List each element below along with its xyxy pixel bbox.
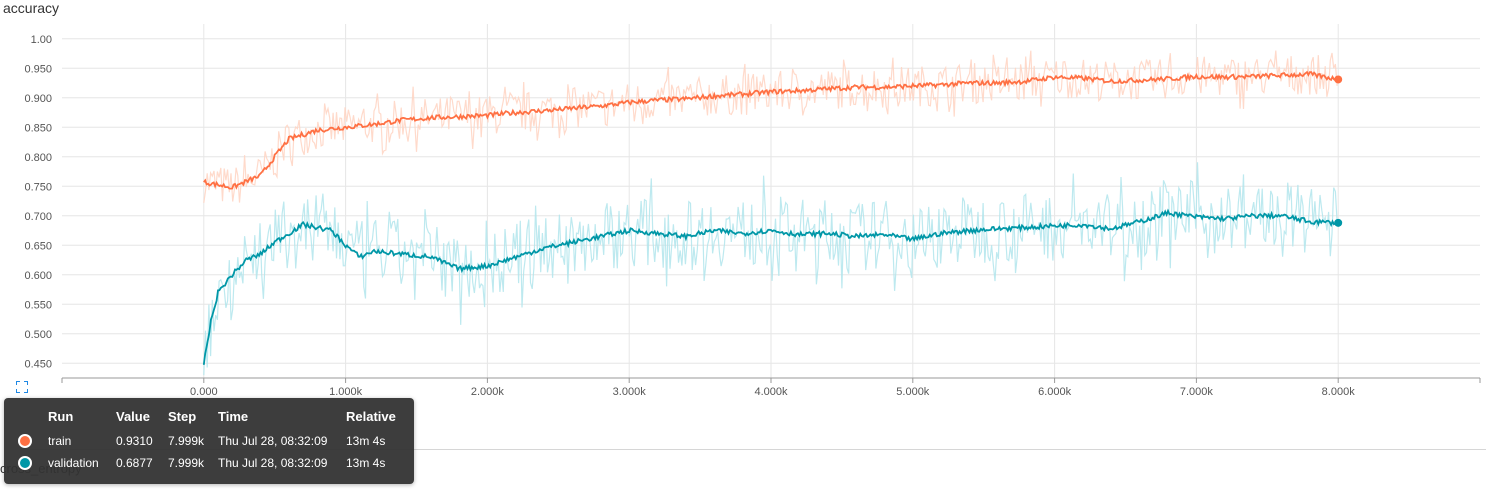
tooltip-row-validation: validation 0.6877 7.999k Thu Jul 28, 08:…: [14, 452, 406, 474]
y-tick-label: 0.900: [24, 93, 52, 105]
tooltip-swatch: [14, 430, 48, 452]
tooltip-header-swatch: [14, 408, 48, 430]
y-tick-label: 0.650: [24, 240, 52, 252]
x-tick-label: 8.000k: [1322, 386, 1356, 398]
divider: [30, 449, 1486, 450]
raw-series-layer: [203, 50, 1338, 376]
x-tick-label: 0.000: [190, 386, 218, 398]
y-tick-label: 1.00: [31, 34, 52, 46]
chart-title: accuracy: [3, 0, 60, 16]
axis-layer: 0.450 0.500 0.550 0.600 0.650 0.700 0.750 0.800…: [24, 34, 1481, 398]
tooltip-time: Thu Jul 28, 08:32:09: [218, 434, 328, 448]
y-tick-label: 0.500: [24, 329, 52, 341]
tooltip-relative: 13m 4s: [346, 434, 386, 448]
series-endpoint-train: [1334, 75, 1343, 84]
tooltip-header-run: Run: [48, 408, 74, 424]
tooltip-step: 7.999k: [168, 434, 205, 448]
fit-domain-icon[interactable]: [16, 381, 28, 393]
x-tick-label: 2.000k: [471, 386, 505, 398]
run-color-swatch: [18, 456, 32, 471]
tooltip-run: train: [48, 434, 72, 448]
tooltip-swatch: [14, 452, 48, 474]
tooltip-header-relative: Relative: [346, 408, 396, 424]
tooltip-relative: 13m 4s: [346, 456, 386, 470]
tooltip-header-row: Run Value Step Time Relative: [14, 408, 406, 430]
series-endpoint-validation: [1334, 218, 1343, 227]
tooltip-header-time: Time: [218, 408, 249, 424]
smoothed-series-layer: [202, 70, 1343, 365]
series-line-train: [203, 70, 1339, 190]
y-tick-label: 0.950: [24, 63, 52, 75]
tooltip-value: 0.6877: [116, 456, 153, 470]
y-tick-label: 0.450: [24, 358, 52, 370]
run-color-swatch: [18, 434, 32, 449]
tooltip-table: Run Value Step Time Relative train 0.931…: [14, 408, 406, 474]
series-raw-validation: [203, 162, 1338, 376]
tooltip-time: Thu Jul 28, 08:32:09: [218, 456, 328, 470]
x-tick-label: 1.000k: [329, 386, 363, 398]
series-raw-train: [203, 50, 1338, 203]
y-tick-label: 0.700: [24, 211, 52, 223]
tooltip-run: validation: [48, 456, 99, 470]
tooltip-panel: Run Value Step Time Relative train 0.931…: [4, 398, 414, 484]
tooltip-header-value: Value: [116, 408, 150, 424]
accuracy-chart[interactable]: 0.450 0.500 0.550 0.600 0.650 0.700 0.750 0.800…: [0, 0, 1492, 400]
tooltip-row-train: train 0.9310 7.999k Thu Jul 28, 08:32:09…: [14, 430, 406, 452]
x-tick-label: 4.000k: [754, 386, 788, 398]
x-tick-label: 5.000k: [896, 386, 930, 398]
x-tick-label: 7.000k: [1180, 386, 1214, 398]
series-line-validation: [202, 208, 1339, 365]
y-tick-label: 0.600: [24, 270, 52, 282]
tooltip-value: 0.9310: [116, 434, 153, 448]
x-tick-label: 6.000k: [1038, 386, 1072, 398]
y-tick-label: 0.750: [24, 181, 52, 193]
tooltip-step: 7.999k: [168, 456, 205, 470]
x-tick-label: 3.000k: [613, 386, 647, 398]
y-tick-label: 0.550: [24, 299, 52, 311]
y-tick-label: 0.850: [24, 122, 52, 134]
grid-layer: [62, 24, 1480, 378]
y-tick-label: 0.800: [24, 152, 52, 164]
tooltip-header-step: Step: [168, 408, 197, 424]
